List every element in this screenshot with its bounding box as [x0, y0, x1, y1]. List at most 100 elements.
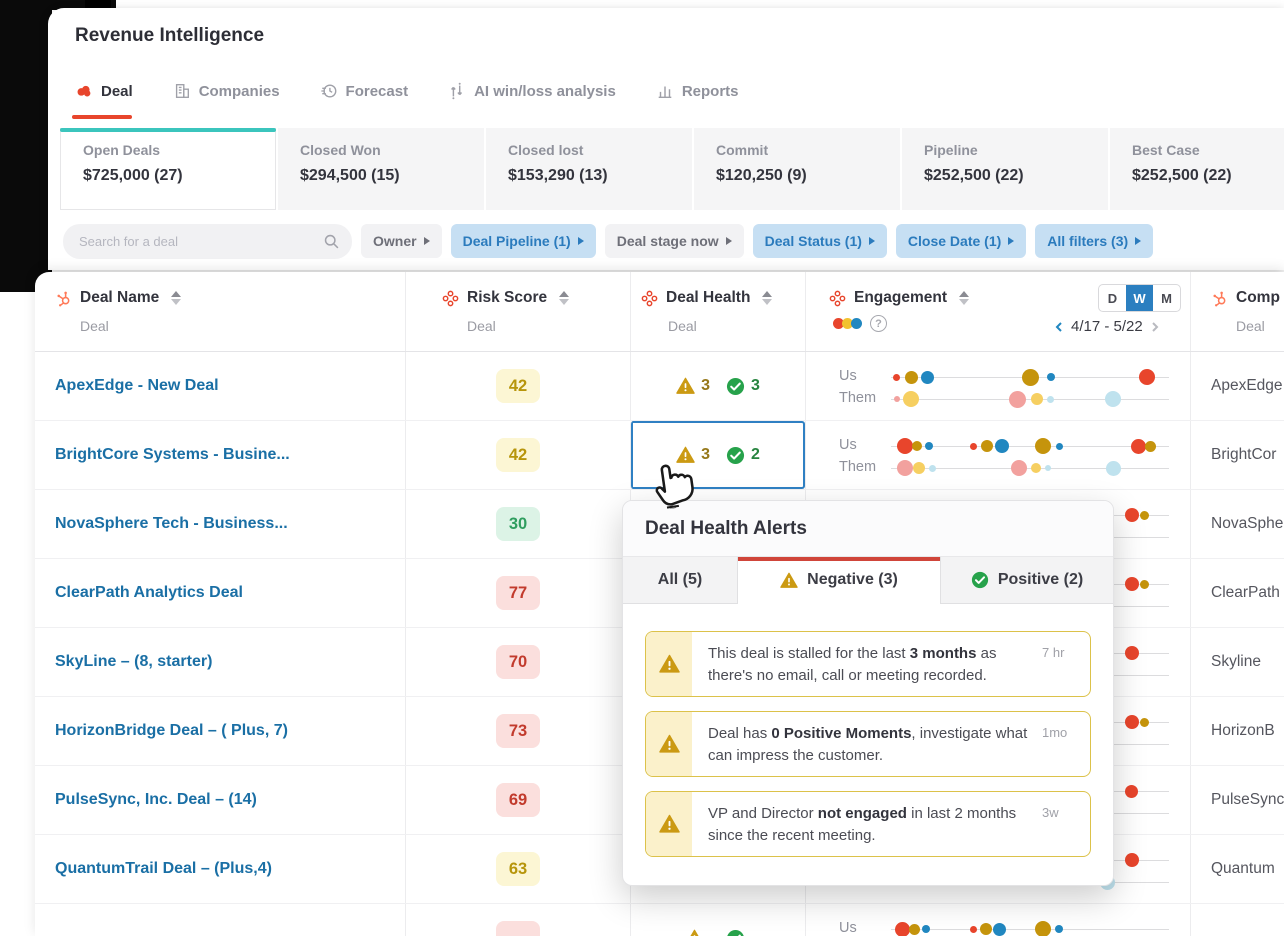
- deal-name-link[interactable]: QuantumTrail Deal – (Plus,4): [55, 860, 272, 877]
- deal-name-link[interactable]: ApexEdge - New Deal: [55, 377, 219, 394]
- tab-forecast[interactable]: Forecast: [320, 82, 408, 100]
- deal-name-cell: QuantumTrail Deal – (Plus,4): [35, 835, 405, 903]
- engagement-dot: [1145, 440, 1157, 452]
- engagement-dot: [905, 370, 919, 384]
- column-deal-name[interactable]: Deal Name Deal: [35, 272, 405, 351]
- health-positive: 3: [726, 377, 760, 396]
- engagement-cell: Us Them: [805, 421, 1190, 489]
- alerts-tab-positive[interactable]: Positive (2): [941, 557, 1113, 603]
- deal-name-link[interactable]: ClearPath Analytics Deal: [55, 584, 243, 601]
- engagement-dot: [1138, 369, 1155, 385]
- alerts-list: This deal is stalled for the last 3 mont…: [623, 604, 1113, 857]
- check-icon: [726, 377, 745, 395]
- tab-deal[interactable]: Deal: [75, 82, 133, 100]
- positive-count: 2: [751, 446, 760, 463]
- company-name: Quantum: [1211, 860, 1275, 877]
- engagement-dot: [894, 921, 910, 936]
- prev-icon[interactable]: [1054, 321, 1064, 332]
- health-negative: [685, 929, 710, 936]
- engagement-dot: [1031, 393, 1043, 405]
- date-range: 4/17 - 5/22: [1071, 318, 1143, 335]
- card-open-deals[interactable]: Open Deals $725,000 (27): [60, 128, 276, 210]
- engagement-dot: [1034, 438, 1051, 454]
- alert-icon-box: [646, 712, 692, 776]
- column-engagement[interactable]: Engagement ? D W M 4/17 - 5/22: [805, 272, 1190, 351]
- engagement-icon: [829, 290, 846, 306]
- header-card: Revenue Intelligence Deal Companies Fore…: [48, 8, 1284, 270]
- card-best-case[interactable]: Best Case $252,500 (22): [1110, 128, 1284, 210]
- filter-deal-status[interactable]: Deal Status (1): [752, 224, 887, 258]
- column-company[interactable]: Comp Deal: [1190, 272, 1284, 351]
- hubspot-icon: [57, 291, 70, 306]
- deal-name-cell: PulseSync, Inc. Deal – (14): [35, 766, 405, 834]
- engagement-dot: [1105, 391, 1122, 407]
- search-input[interactable]: [63, 223, 352, 259]
- deal-name-link[interactable]: NovaSphere Tech - Business...: [55, 515, 288, 532]
- filter-close-date[interactable]: Close Date (1): [895, 224, 1027, 258]
- deal-name-link[interactable]: PulseSync, Inc. Deal – (14): [55, 791, 257, 808]
- card-commit[interactable]: Commit $120,250 (9): [694, 128, 900, 210]
- filter-deal-pipeline[interactable]: Deal Pipeline (1): [450, 224, 596, 258]
- deal-health-cell[interactable]: 3 2: [630, 421, 805, 489]
- warning-icon: [658, 654, 680, 673]
- check-icon: [726, 446, 745, 464]
- engagement-cell: Us Them: [805, 352, 1190, 420]
- tab-reports[interactable]: Reports: [656, 82, 739, 100]
- deal-health-icon: [641, 290, 658, 306]
- deal-name-cell: BrightCore Systems - Busine...: [35, 421, 405, 489]
- us-label: Us: [839, 920, 857, 936]
- engagement-dot: [893, 396, 900, 402]
- deal-health-cell[interactable]: [630, 904, 805, 936]
- alerts-tab-negative[interactable]: Negative (3): [738, 557, 941, 604]
- date-range-nav: 4/17 - 5/22: [1054, 318, 1160, 335]
- deal-name-link[interactable]: HorizonBridge Deal – ( Plus, 7): [55, 722, 288, 739]
- card-closed-lost[interactable]: Closed lost $153,290 (13): [486, 128, 692, 210]
- main-nav: Deal Companies Forecast AI win/loss anal…: [75, 82, 739, 100]
- sort-icon[interactable]: [762, 291, 773, 305]
- engagement-dot: [921, 925, 930, 933]
- sort-icon[interactable]: [171, 291, 182, 305]
- ai-winloss-icon: [451, 82, 463, 100]
- deal-name-link[interactable]: BrightCore Systems - Busine...: [55, 446, 290, 463]
- engagement-dot: [979, 923, 992, 935]
- toggle-week[interactable]: W: [1126, 285, 1153, 311]
- engagement-dot: [1030, 463, 1041, 473]
- column-deal-health[interactable]: Deal Health Deal: [630, 272, 805, 351]
- engagement-dot: [1124, 508, 1139, 522]
- deal-name-link[interactable]: SkyLine – (8, starter): [55, 653, 213, 670]
- card-closed-won[interactable]: Closed Won $294,500 (15): [278, 128, 484, 210]
- tab-companies[interactable]: Companies: [173, 82, 280, 100]
- filter-all-filters[interactable]: All filters (3): [1035, 224, 1154, 258]
- alerts-tab-all[interactable]: All (5): [623, 557, 738, 603]
- engagement-dot: [995, 439, 1010, 453]
- tab-ai-winloss[interactable]: AI win/loss analysis: [448, 82, 616, 100]
- company-name: HorizonB: [1211, 722, 1275, 739]
- engagement-dot: [1124, 853, 1139, 867]
- check-icon: [971, 571, 988, 589]
- next-icon[interactable]: [1150, 321, 1160, 332]
- engagement-dot: [893, 373, 901, 381]
- toggle-day[interactable]: D: [1107, 290, 1118, 306]
- sort-icon[interactable]: [559, 291, 570, 305]
- alert-timestamp: 1mo: [1042, 725, 1068, 740]
- caret-icon: [868, 237, 875, 245]
- company-cell: Quantum: [1190, 835, 1284, 903]
- risk-score-badge: 30: [496, 507, 540, 541]
- column-risk-score[interactable]: Risk Score Deal: [405, 272, 630, 351]
- engagement-dot: [1047, 395, 1055, 403]
- health-negative: 3: [676, 446, 710, 464]
- sort-icon[interactable]: [959, 291, 970, 305]
- engagement-cell: Us Them: [805, 904, 1190, 936]
- engagement-dot: [920, 370, 934, 384]
- filter-owner[interactable]: Owner: [361, 224, 442, 258]
- card-pipeline[interactable]: Pipeline $252,500 (22): [902, 128, 1108, 210]
- warning-icon: [658, 814, 680, 833]
- risk-score-cell: 42: [405, 352, 630, 420]
- caret-icon: [577, 237, 584, 245]
- deal-health-cell[interactable]: 3 3: [630, 352, 805, 420]
- engagement-dot: [1124, 646, 1139, 660]
- toggle-month[interactable]: M: [1161, 290, 1172, 306]
- help-icon[interactable]: ?: [870, 315, 887, 332]
- risk-score-badge: [496, 921, 540, 936]
- filter-deal-stage[interactable]: Deal stage now: [604, 224, 744, 258]
